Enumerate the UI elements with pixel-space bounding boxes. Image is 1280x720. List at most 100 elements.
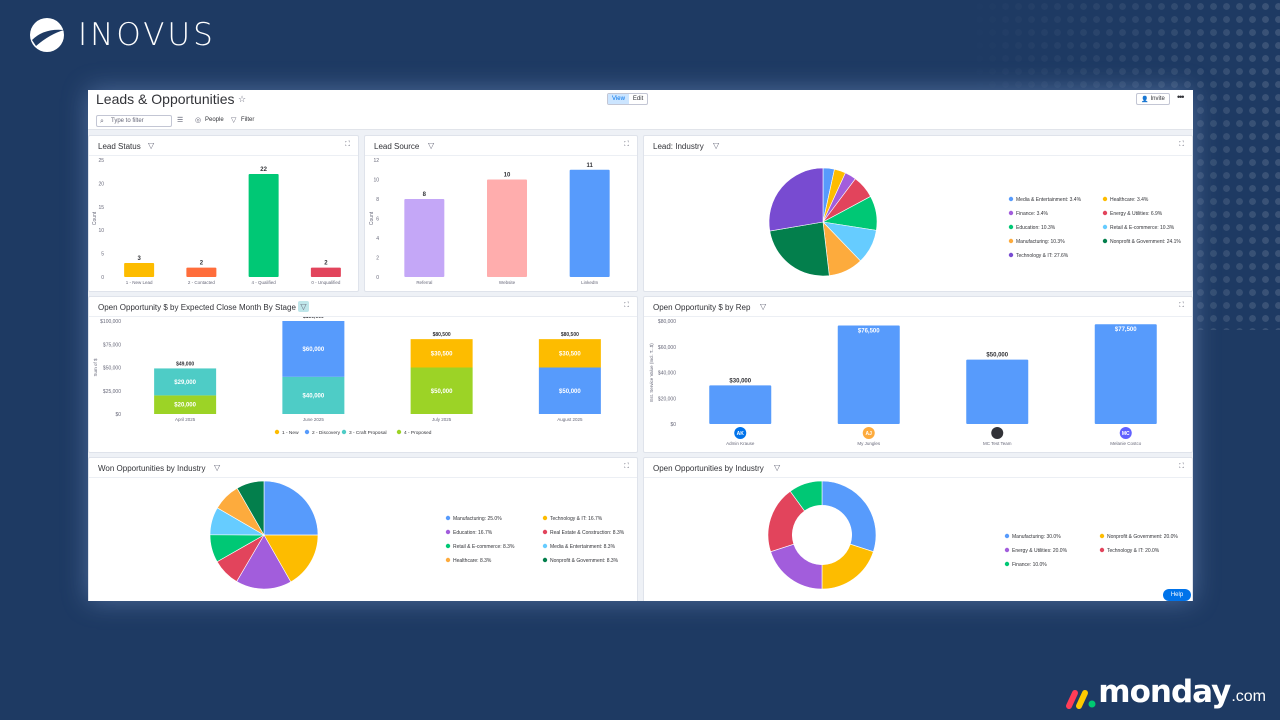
bar — [709, 385, 772, 424]
y-tick-label: $75,000 — [103, 342, 121, 348]
legend-entry: 3 - Craft Proposal — [349, 430, 387, 436]
avatar-initials: AK — [737, 431, 745, 437]
pie-slice — [769, 221, 830, 277]
data-label: $50,000 — [986, 353, 1008, 359]
legend-entry: Nonprofit & Government: 20.0% — [1107, 534, 1178, 540]
total-label: $80,500 — [561, 332, 579, 338]
open-by-month-chart: $0 $25,000 $50,000 $75,000 $100,000 Sum of $ $… — [93, 317, 601, 436]
view-button[interactable]: View — [608, 94, 629, 104]
total-label: $100,000 — [303, 317, 324, 320]
y-tick-label: 20 — [98, 181, 104, 187]
segment-label: $60,000 — [303, 347, 325, 353]
y-axis-label: Count — [369, 211, 375, 225]
lead-status-chart: 0 5 10 15 20 25 Count 3 1 - New Lead 2 2 - Contact… — [92, 158, 341, 285]
y-tick-label: 12 — [373, 158, 379, 164]
lead-industry-chart: Media & Entertainment: 3.4% Healthcare: 3… — [768, 167, 1181, 277]
widget-divider — [89, 155, 358, 156]
star-icon[interactable]: ☆ — [238, 94, 247, 104]
expand-icon[interactable]: ⛶ — [624, 463, 629, 470]
expand-icon[interactable]: ⛶ — [345, 141, 350, 148]
widget-filter-icon[interactable]: ▽ — [148, 141, 155, 150]
x-tick-label: Website — [499, 280, 516, 285]
legend-entry: Media & Entertainment: 8.3% — [550, 544, 616, 550]
legend-entry: Nonprofit & Government: 24.1% — [1110, 239, 1181, 245]
widget-filter-icon[interactable]: ▽ — [428, 141, 435, 150]
widget-title: Lead Source — [374, 142, 420, 151]
legend-entry: 4 - Proposed — [404, 430, 432, 436]
open-by-industry-chart: Manufacturing: 30.0% Nonprofit & Governme… — [767, 480, 1178, 590]
open-by-rep-chart: $0 $20,000 $40,000 $60,000 $80,000 Est. Servi… — [649, 319, 1157, 446]
people-filter-button[interactable]: People — [205, 117, 224, 123]
filter-bar: ⌕ Type to filter ☰ ◎ People ▽ Filter — [88, 112, 1193, 130]
widget-filter-icon[interactable]: ▽ — [298, 301, 309, 312]
expand-icon[interactable]: ⛶ — [1179, 141, 1184, 148]
monday-logo-icon — [1066, 690, 1096, 709]
x-tick-label: Admin Krause — [726, 441, 755, 446]
legend-marker — [1004, 547, 1010, 553]
y-tick-label: 0 — [101, 275, 104, 281]
legend-marker — [1008, 252, 1014, 258]
legend-entry: Retail & E-commerce: 10.3% — [1110, 225, 1175, 231]
widget-lead-status: Lead Status ▽ ⛶ 0 5 10 15 20 25 Count 3 1 - New … — [88, 135, 359, 292]
legend-marker — [1102, 196, 1108, 202]
x-tick-label: 0 - Unqualified — [311, 280, 341, 285]
list-icon[interactable]: ☰ — [177, 117, 184, 124]
expand-icon[interactable]: ⛶ — [624, 302, 629, 309]
invite-button[interactable]: 👤 Invite — [1136, 93, 1170, 105]
search-placeholder: Type to filter — [111, 118, 144, 124]
bar-segment — [282, 376, 345, 414]
legend-marker — [1008, 196, 1014, 202]
x-tick-label: August 2025 — [557, 417, 583, 422]
legend-entry: Manufacturing: 10.3% — [1016, 239, 1065, 245]
y-axis-label: Sum of $ — [93, 358, 98, 377]
search-input[interactable]: ⌕ Type to filter — [96, 115, 172, 127]
won-by-industry-chart: Manufacturing: 25.0% Technology & IT: 16.… — [209, 480, 625, 590]
monday-domain: .com — [1231, 688, 1266, 705]
y-tick-label: $25,000 — [103, 389, 121, 395]
more-options-icon[interactable]: ••• — [1177, 92, 1185, 102]
legend-marker — [1008, 224, 1014, 230]
edit-button[interactable]: Edit — [632, 96, 644, 102]
invite-label: Invite — [1150, 96, 1165, 102]
pie-slice — [770, 543, 823, 590]
bar-segment — [538, 339, 601, 368]
legend-marker — [1099, 533, 1105, 539]
avatar-initials: AJ — [866, 431, 873, 437]
widget-lead-source: Lead Source ▽ ⛶ 0 2 4 6 8 10 12 Count 8 Referral 1… — [364, 135, 638, 292]
legend-entry: Nonprofit & Government: 8.3% — [550, 558, 619, 564]
legend-entry: Finance: 10.0% — [1012, 562, 1047, 568]
legend-entry: Manufacturing: 25.0% — [453, 516, 502, 522]
expand-icon[interactable]: ⛶ — [1179, 302, 1184, 309]
legend-marker — [445, 543, 451, 549]
help-button[interactable]: Help — [1163, 589, 1191, 601]
avatar — [991, 427, 1004, 439]
widget-filter-icon[interactable]: ▽ — [760, 302, 767, 311]
legend-marker — [445, 529, 451, 535]
widget-divider — [644, 155, 1192, 156]
widget-filter-icon[interactable]: ▽ — [713, 141, 720, 150]
legend-entry: Technology & IT: 27.6% — [1016, 253, 1069, 259]
brand-name: INOVUS — [78, 17, 216, 53]
y-tick-label: 10 — [98, 228, 104, 234]
expand-icon[interactable]: ⛶ — [1179, 463, 1184, 470]
filter-button[interactable]: Filter — [241, 117, 255, 123]
data-label: $30,000 — [729, 378, 751, 384]
monday-logo: monday .com — [1064, 674, 1266, 710]
dashboard-screen: Leads & Opportunities ☆ View Edit 👤 Invi… — [88, 90, 1193, 601]
widget-filter-icon[interactable]: ▽ — [214, 463, 221, 472]
pie-slice — [789, 480, 823, 512]
y-tick-label: 6 — [376, 217, 379, 223]
bar-segment — [410, 339, 473, 368]
data-label: 2 — [324, 261, 328, 267]
data-label: $77,500 — [1115, 327, 1137, 333]
expand-icon[interactable]: ⛶ — [624, 141, 629, 148]
bar — [966, 359, 1029, 424]
x-tick-label: LinkedIn — [581, 280, 599, 285]
legend-marker — [1008, 238, 1014, 244]
legend-marker — [1008, 210, 1014, 216]
y-tick-label: $60,000 — [658, 345, 676, 351]
legend-entry: Media & Entertainment: 3.4% — [1016, 197, 1082, 203]
data-label: 11 — [586, 163, 593, 169]
widget-filter-icon[interactable]: ▽ — [774, 463, 781, 472]
legend-entry: Technology & IT: 20.0% — [1107, 548, 1160, 554]
